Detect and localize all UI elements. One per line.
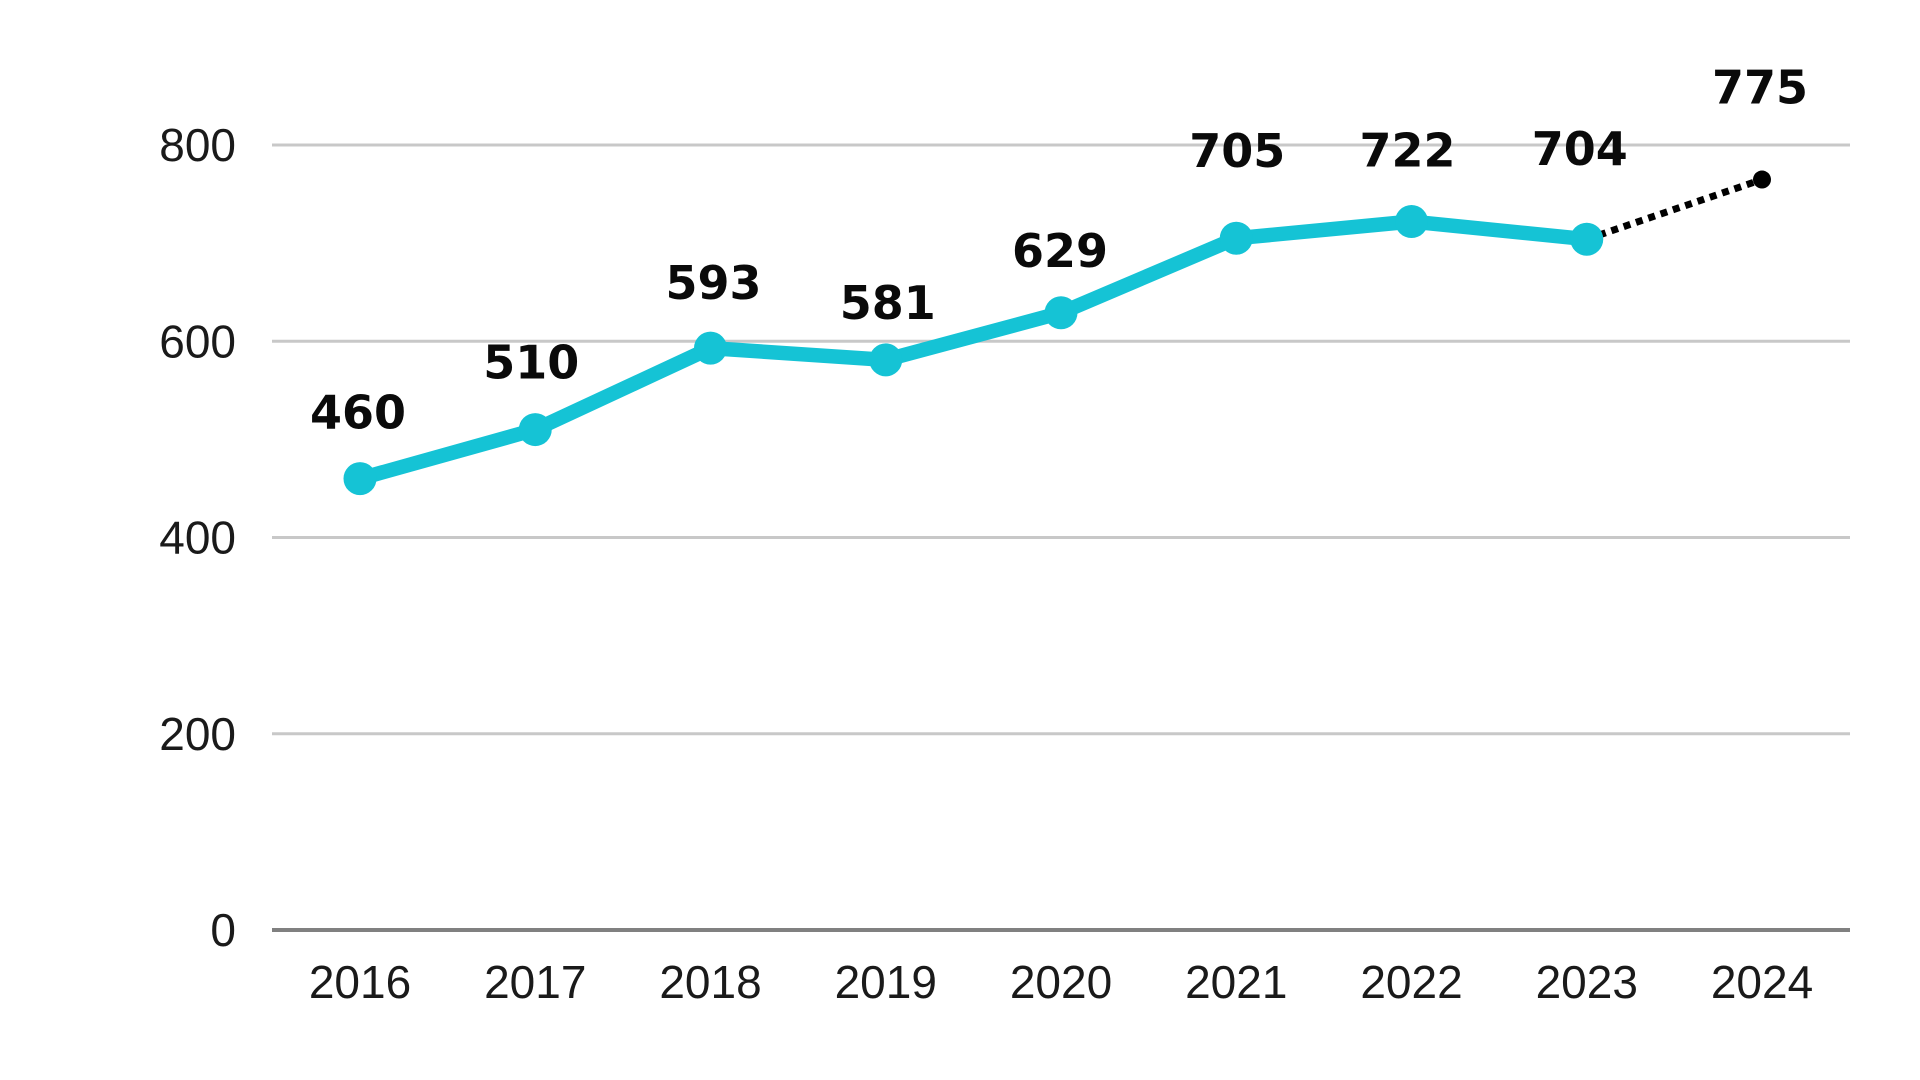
data-point-2020 (1044, 296, 1078, 330)
x-tick-label-2021: 2021 (1185, 956, 1287, 1008)
x-tick-label-2017: 2017 (484, 956, 586, 1008)
y-tick-label-200: 200 (159, 708, 236, 760)
y-tick-label-600: 600 (159, 315, 236, 367)
x-tick-label-2019: 2019 (835, 956, 937, 1008)
projected-point-2024 (1753, 170, 1771, 189)
data-point-2018 (694, 331, 727, 365)
y-tick-label-0: 0 (210, 904, 236, 956)
value-label-2021: 705 (1189, 124, 1285, 178)
data-point-2022 (1395, 205, 1428, 239)
value-label-2022: 722 (1359, 124, 1455, 178)
value-label-2024: 775 (1712, 61, 1808, 115)
value-label-2016: 460 (310, 386, 406, 440)
y-tick-label-800: 800 (159, 119, 236, 171)
x-tick-label-2016: 2016 (309, 956, 411, 1008)
y-tick-label-400: 400 (159, 512, 236, 564)
value-label-2018: 593 (665, 256, 761, 310)
x-tick-label-2018: 2018 (659, 956, 761, 1008)
x-tick-label-2020: 2020 (1010, 956, 1112, 1008)
chart-svg: 0 200 400 600 800 2016 2017 2018 2019 2020 2021 202… (159, 61, 1850, 1008)
value-label-2017: 510 (483, 336, 579, 390)
x-tick-label-2023: 2023 (1536, 956, 1638, 1008)
projected-segment (1585, 176, 1764, 243)
data-point-2019 (869, 343, 903, 377)
x-tick-label-2024: 2024 (1711, 956, 1813, 1008)
series-line (352, 214, 1594, 486)
x-tick-label-2022: 2022 (1360, 956, 1462, 1008)
value-label-2019: 581 (840, 276, 936, 330)
data-point-2023 (1570, 222, 1604, 256)
data-point-2021 (1219, 221, 1253, 255)
value-label-2020: 629 (1012, 224, 1108, 278)
data-point-2017 (518, 413, 552, 447)
data-point-2016 (343, 462, 377, 496)
value-label-2023: 704 (1532, 122, 1628, 176)
line-chart: 0 200 400 600 800 2016 2017 2018 2019 2020 2021 202… (40, 16, 1880, 1064)
